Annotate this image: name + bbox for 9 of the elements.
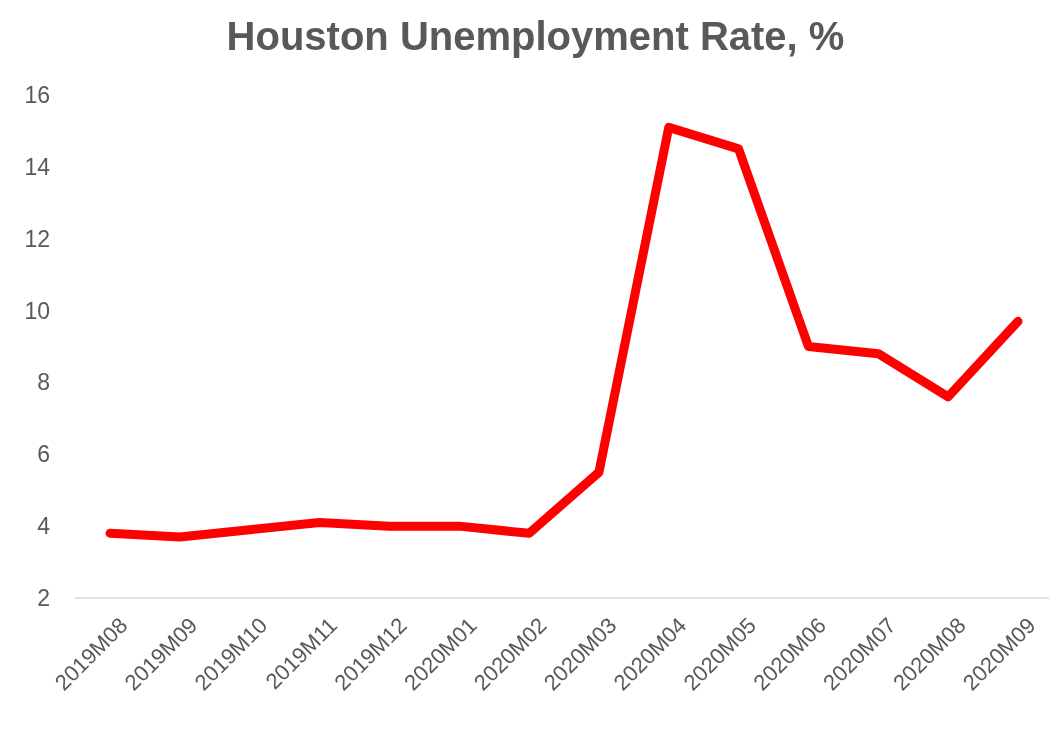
y-tick-label: 14 [24,153,51,180]
y-tick-label: 10 [24,297,50,324]
y-tick-label: 12 [24,225,50,252]
chart-title: Houston Unemployment Rate, % [226,14,845,58]
y-tick-label: 8 [37,369,50,396]
y-tick-label: 16 [24,82,50,109]
y-tick-label: 2 [37,585,50,612]
y-tick-label: 6 [37,441,50,468]
y-tick-label: 4 [37,513,51,540]
